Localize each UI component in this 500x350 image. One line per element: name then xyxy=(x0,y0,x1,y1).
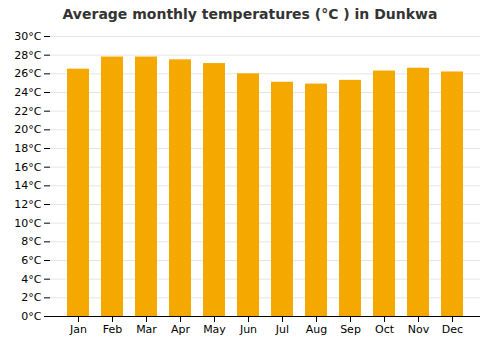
svg-text:Aug: Aug xyxy=(306,323,327,336)
svg-text:16°C: 16°C xyxy=(14,161,41,174)
svg-text:24°C: 24°C xyxy=(14,86,41,99)
svg-text:20°C: 20°C xyxy=(14,123,41,136)
svg-text:26°C: 26°C xyxy=(14,67,41,80)
svg-text:0°C: 0°C xyxy=(21,310,41,323)
svg-text:18°C: 18°C xyxy=(14,142,41,155)
svg-text:2°C: 2°C xyxy=(21,291,41,304)
svg-text:Sep: Sep xyxy=(340,323,361,336)
svg-text:4°C: 4°C xyxy=(21,273,41,286)
svg-text:30°C: 30°C xyxy=(14,30,41,43)
svg-text:Mar: Mar xyxy=(136,323,157,336)
svg-text:28°C: 28°C xyxy=(14,49,41,62)
svg-text:22°C: 22°C xyxy=(14,105,41,118)
svg-text:Dec: Dec xyxy=(442,323,463,336)
svg-text:Nov: Nov xyxy=(408,323,430,336)
svg-text:Jun: Jun xyxy=(239,323,257,336)
svg-text:Jan: Jan xyxy=(69,323,87,336)
svg-text:Jul: Jul xyxy=(275,323,289,336)
svg-text:Oct: Oct xyxy=(375,323,395,336)
html-text:Average monthly temperatures (: Average monthly temperatures (°C ) in Du… xyxy=(62,6,438,22)
svg-text:8°C: 8°C xyxy=(21,235,41,248)
svg-text:Apr: Apr xyxy=(171,323,191,336)
svg-text:6°C: 6°C xyxy=(21,254,41,267)
svg-text:May: May xyxy=(203,323,226,336)
svg-text:Feb: Feb xyxy=(103,323,122,336)
svg-text:12°C: 12°C xyxy=(14,198,41,211)
svg-text:10°C: 10°C xyxy=(14,217,41,230)
svg-text:14°C: 14°C xyxy=(14,179,41,192)
